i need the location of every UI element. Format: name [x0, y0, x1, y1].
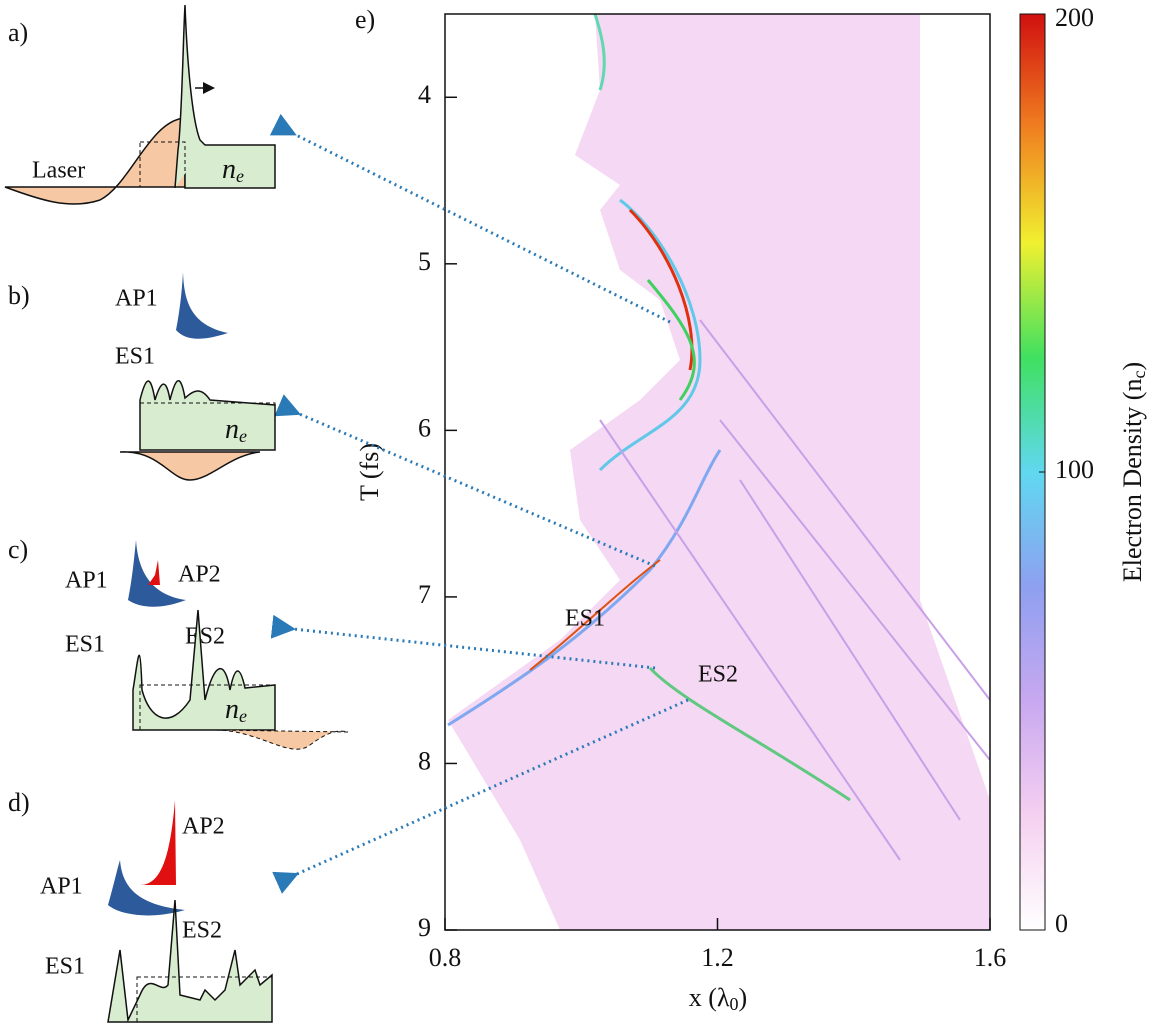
n: n — [225, 694, 239, 725]
density-label: ne — [225, 694, 247, 726]
ap1-label: AP1 — [65, 568, 108, 594]
x-label-sub: 0 — [730, 994, 739, 1014]
panel-label: c) — [8, 535, 28, 564]
n: n — [222, 154, 236, 185]
es2-label: ES2 — [185, 624, 225, 650]
panel-c: c) AP1 AP2 ES1 ES2 ne — [8, 535, 349, 750]
x-label-end: ) — [739, 983, 748, 1012]
heatmap-image — [447, 13, 991, 930]
es1-label: ES1 — [115, 344, 155, 370]
es2-label: ES2 — [182, 918, 222, 944]
panel-b: b) AP1 ES1 ne — [8, 272, 276, 481]
annotation: ES2 — [698, 662, 738, 688]
es1-label: ES1 — [65, 632, 105, 658]
n: n — [225, 414, 239, 445]
es1-label: ES1 — [45, 954, 85, 980]
x-tick-label: 1.2 — [701, 943, 734, 972]
panel-label: e) — [355, 5, 375, 34]
y-axis-label: T (fs) — [355, 443, 384, 501]
annotation: ES1 — [565, 606, 605, 632]
sub: e — [239, 706, 247, 726]
ap2-label: AP2 — [178, 562, 221, 588]
x-axis-label: x (λ0) — [689, 983, 747, 1014]
colorbar-tick-label: 200 — [1055, 3, 1094, 32]
y-tick-label: 7 — [418, 580, 431, 609]
x-label-main: x (λ — [689, 983, 730, 1012]
arrows — [269, 113, 689, 894]
panel-label: b) — [8, 281, 30, 310]
y-tick-label: 4 — [418, 80, 431, 109]
x-tick-label: 0.8 — [429, 943, 462, 972]
cb-label-sub: c — [1129, 371, 1149, 379]
y-tick-label: 5 — [418, 247, 431, 276]
y-tick-label: 6 — [418, 413, 431, 442]
ap2-label: AP2 — [182, 814, 225, 840]
ap1-label: AP1 — [115, 286, 158, 312]
ap1-label: AP1 — [40, 874, 83, 900]
y-tick-label: 8 — [418, 746, 431, 775]
panel-label: d) — [8, 788, 30, 817]
panel-label: a) — [8, 18, 28, 47]
laser-label: Laser — [32, 158, 85, 184]
cb-label-main: Electron Density (n — [1118, 379, 1147, 583]
sub: e — [239, 426, 247, 446]
panel-a: a) Laser ne — [4, 4, 276, 205]
colorbar-tick-label: 0 — [1055, 909, 1068, 938]
colorbar-label: Electron Density (nc) — [1118, 362, 1149, 582]
x-tick-label: 1.6 — [974, 943, 1007, 972]
density-label: ne — [222, 154, 244, 186]
sub: e — [236, 166, 244, 186]
density-label: ne — [225, 414, 247, 446]
colorbar-tick-label: 100 — [1055, 455, 1094, 484]
cb-label-end: ) — [1118, 362, 1147, 371]
y-tick-label: 9 — [418, 913, 431, 942]
panel-d: d) AP1 AP2 ES1 ES2 — [8, 788, 273, 1023]
